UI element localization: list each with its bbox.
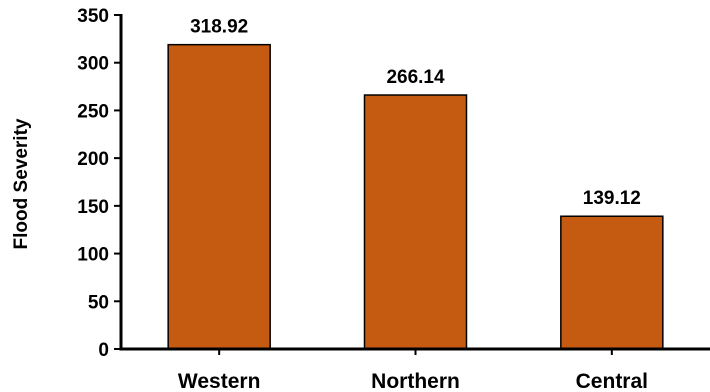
y-axis-title: Flood Severity: [11, 118, 32, 249]
y-tick-label: 250: [77, 101, 109, 122]
bar-central: [560, 215, 664, 350]
bar-value-label: 139.12: [583, 188, 641, 209]
x-tick-label: Northern: [371, 370, 460, 392]
y-tick-label: 100: [77, 245, 109, 266]
bar-value-label: 318.92: [190, 17, 248, 38]
y-tick-label: 300: [77, 54, 109, 75]
x-tick-label: Central: [576, 370, 648, 392]
x-axis: Western Northern Central: [119, 347, 710, 392]
y-tick-label: 350: [77, 6, 109, 27]
bar-western: [167, 43, 271, 350]
bar-northern: [363, 94, 468, 350]
y-tick-label: 200: [77, 149, 109, 170]
y-tick-label: 50: [88, 292, 109, 313]
y-tick-label: 0: [98, 340, 109, 361]
bars: 318.92 266.14 139.12: [167, 17, 664, 350]
y-tick-label: 150: [77, 197, 109, 218]
x-tick-label: Western: [178, 370, 260, 392]
y-axis: 0 50 100 150 200 250 300 350: [77, 6, 123, 361]
bar-value-label: 266.14: [386, 67, 445, 88]
